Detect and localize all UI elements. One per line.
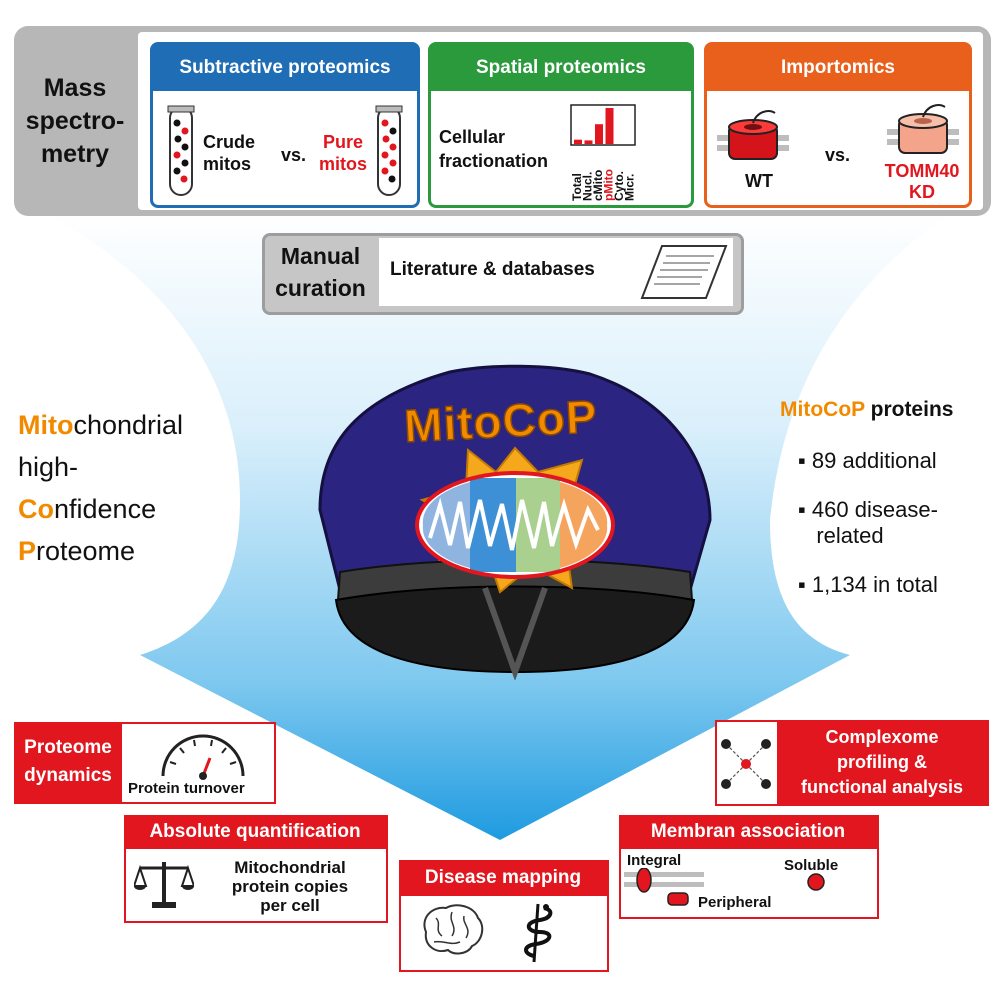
integral-label: Integral — [627, 852, 682, 869]
pure-mitos-line: mitos — [319, 154, 368, 174]
cellular-fractionation-label: Cellular fractionation — [439, 125, 548, 173]
spatial-proteomics-panel: Spatial proteomics Cellular fractionatio… — [428, 42, 694, 208]
peripheral-label: Peripheral — [698, 894, 772, 911]
fraction-bar-pmito — [605, 108, 614, 144]
asclepius-staff-icon — [524, 903, 553, 963]
tomm40-kd-pore-icon — [887, 104, 959, 154]
complexome-line: functional analysis — [800, 777, 964, 797]
fractionation-line: fractionation — [439, 151, 549, 171]
brain-icon — [423, 904, 484, 955]
definition-line: Mitochondrial — [18, 404, 183, 446]
vs-label: vs. — [281, 145, 307, 165]
literature-databases-label: Literature & databases — [390, 259, 595, 280]
fraction-label: cMito — [591, 170, 605, 201]
definition-rest: nfidence — [54, 494, 157, 524]
fraction-bar-total — [574, 139, 582, 144]
definition-line: high- — [18, 446, 183, 488]
copies-per-cell-label: Mitochondrial protein copies per cell — [200, 858, 380, 915]
fraction-bar-cmito — [595, 124, 603, 144]
membrane-diagram-icon — [624, 868, 825, 906]
mitocop-proteins-title: MitoCoP proteins — [780, 398, 953, 422]
fractionation-line: Cellular — [439, 127, 506, 147]
bullet-text: 1,134 in total — [811, 572, 938, 597]
speedometer-icon — [161, 734, 245, 780]
proteome-dynamics-line: Proteome — [24, 737, 112, 758]
soluble-label: Soluble — [784, 857, 839, 874]
ms-label-line: spectro- — [25, 107, 125, 135]
copies-line: per cell — [260, 896, 320, 915]
manual-curation-label: Manual curation — [262, 240, 379, 304]
complexome-profiling-head: Complexome profiling & functional analys… — [777, 720, 987, 804]
mitocop-acronym-definition: Mitochondrial high- Confidence Proteome — [18, 404, 183, 572]
bullet-total: ▪ 1,134 in total — [798, 572, 938, 597]
fraction-label: Nucl. — [581, 172, 595, 201]
wt-pore-icon — [717, 110, 789, 160]
pure-mitos-line: Pure — [322, 132, 364, 152]
mitocop-highlight: MitoCoP — [780, 398, 865, 421]
fraction-bar-nucl — [584, 140, 593, 144]
fraction-label: Micr. — [623, 174, 637, 201]
importomics-panel: Importomics WT vs. TOMM40 KD — [704, 42, 972, 208]
mitocop-badge-title: MitoCoP — [402, 389, 599, 453]
subtractive-proteomics-panel: Subtractive proteomics Crude mitos vs. P… — [150, 42, 420, 208]
definition-line: Confidence — [18, 488, 183, 530]
subtractive-proteomics-title: Subtractive proteomics — [153, 45, 417, 91]
tomm40-kd-label: TOMM40 KD — [877, 161, 967, 203]
tomm40-kd-line: TOMM40 — [884, 161, 960, 181]
importomics-title: Importomics — [707, 45, 969, 91]
copies-line: Mitochondrial — [234, 858, 346, 877]
fraction-label: Total — [570, 173, 584, 201]
pure-mitos-label: Pure mitos — [319, 131, 367, 175]
wt-label: WT — [745, 171, 773, 191]
crude-mitos-tube-icon — [167, 105, 195, 196]
bullet-text: related — [816, 523, 884, 548]
crude-mitos-label: Crude mitos — [203, 131, 255, 175]
definition-highlight: Co — [18, 494, 54, 524]
membrane-association-head: Membran association — [619, 815, 877, 849]
definition-highlight: Mito — [18, 410, 74, 440]
bullet-text: 460 disease- — [811, 497, 938, 522]
ms-label-line: metry — [40, 140, 110, 168]
proteome-dynamics-head: Proteome dynamics — [14, 722, 122, 802]
definition-rest: high- — [18, 452, 79, 482]
protein-turnover-label: Protein turnover — [128, 780, 245, 797]
manual-curation-line: curation — [275, 275, 366, 301]
balance-scale-icon — [134, 862, 194, 908]
bullet-text: 89 additional — [811, 448, 937, 473]
mass-spectrometry-label: Mass spectro- metry — [14, 72, 136, 171]
absolute-quantification-head: Absolute quantification — [124, 815, 386, 849]
interaction-network-icon — [721, 739, 771, 789]
ms-label-line: Mass — [43, 74, 107, 102]
crude-mitos-line: Crude — [203, 132, 256, 152]
pure-mitos-tube-icon — [375, 105, 403, 196]
proteome-dynamics-line: dynamics — [24, 765, 112, 786]
vs-label: vs. — [825, 145, 851, 165]
definition-rest: chondrial — [73, 410, 184, 440]
fraction-label: pMito — [602, 169, 616, 201]
tomm40-kd-line: KD — [909, 182, 935, 202]
definition-rest: roteome — [36, 536, 136, 566]
complexome-line: profiling & — [837, 752, 927, 772]
definition-highlight: P — [18, 536, 37, 566]
manual-curation-line: Manual — [280, 243, 361, 269]
spatial-proteomics-title: Spatial proteomics — [431, 45, 691, 91]
document-icon — [640, 245, 728, 299]
complexome-line: Complexome — [825, 727, 939, 747]
definition-line: Proteome — [18, 530, 183, 572]
copies-line: protein copies — [231, 877, 349, 896]
proteins-word: proteins — [864, 398, 954, 421]
disease-mapping-head: Disease mapping — [399, 860, 607, 896]
police-hat-illustration — [318, 364, 712, 680]
crude-mitos-line: mitos — [203, 154, 252, 174]
bullet-additional: ▪ 89 additional — [798, 448, 937, 473]
bullet-disease-related: ▪ 460 disease- related — [798, 497, 938, 548]
fraction-label: Cyto. — [612, 171, 626, 201]
